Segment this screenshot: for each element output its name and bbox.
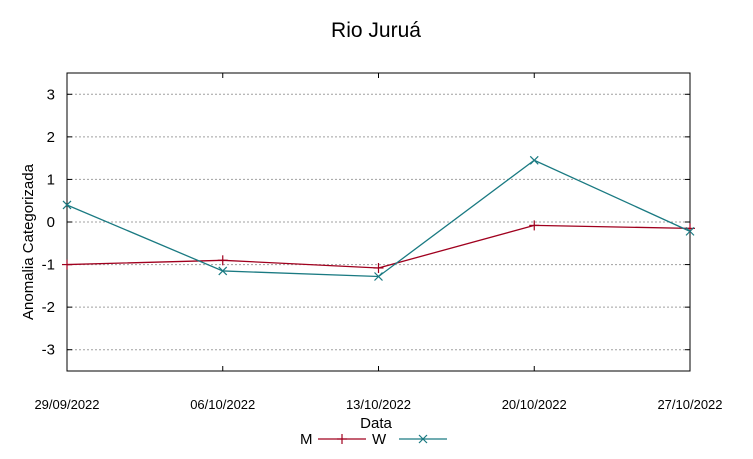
x-tick-label: 29/09/2022 xyxy=(34,397,99,412)
series-W-point xyxy=(685,226,695,236)
series xyxy=(62,155,695,281)
series-M-point xyxy=(217,255,228,266)
series-W-point xyxy=(374,272,383,281)
series-W-point xyxy=(218,266,228,276)
y-tick-label: 1 xyxy=(47,171,55,188)
x-tick-label: 20/10/2022 xyxy=(502,397,567,412)
legend-marker-W xyxy=(418,434,428,444)
series-M-point xyxy=(62,259,72,270)
chart-title: Rio Juruá xyxy=(331,19,421,42)
x-tick-label: 13/10/2022 xyxy=(346,397,411,412)
series-M-line xyxy=(66,224,691,269)
series-W-point xyxy=(62,200,72,210)
legend-label-W: W xyxy=(372,431,387,448)
y-tick-label: 3 xyxy=(47,86,55,103)
series-W-line xyxy=(66,159,691,278)
series-W-point xyxy=(529,155,539,165)
grid xyxy=(67,93,690,351)
y-tick-label: -2 xyxy=(42,299,55,316)
x-axis-ticks: 29/09/2022 06/10/2022 13/10/2022 20/10/2022… xyxy=(34,73,723,412)
legend-marker-M xyxy=(337,434,347,444)
x-tick-label: 27/10/2022 xyxy=(657,397,722,412)
y-tick-label: 0 xyxy=(47,214,55,231)
y-axis-label: Anomalia Categorizada xyxy=(20,163,37,320)
series-M-point xyxy=(373,262,384,273)
y-tick-label: -3 xyxy=(42,342,55,359)
series-M-point xyxy=(529,220,540,231)
y-axis-ticks: -3 -2 -1 0 1 2 3 xyxy=(42,86,690,359)
legend-label-M: M xyxy=(300,431,313,448)
x-tick-label: 06/10/2022 xyxy=(190,397,255,412)
y-tick-label: 2 xyxy=(47,129,55,146)
y-tick-label: -1 xyxy=(42,257,55,274)
x-axis-label: Data xyxy=(360,415,392,432)
